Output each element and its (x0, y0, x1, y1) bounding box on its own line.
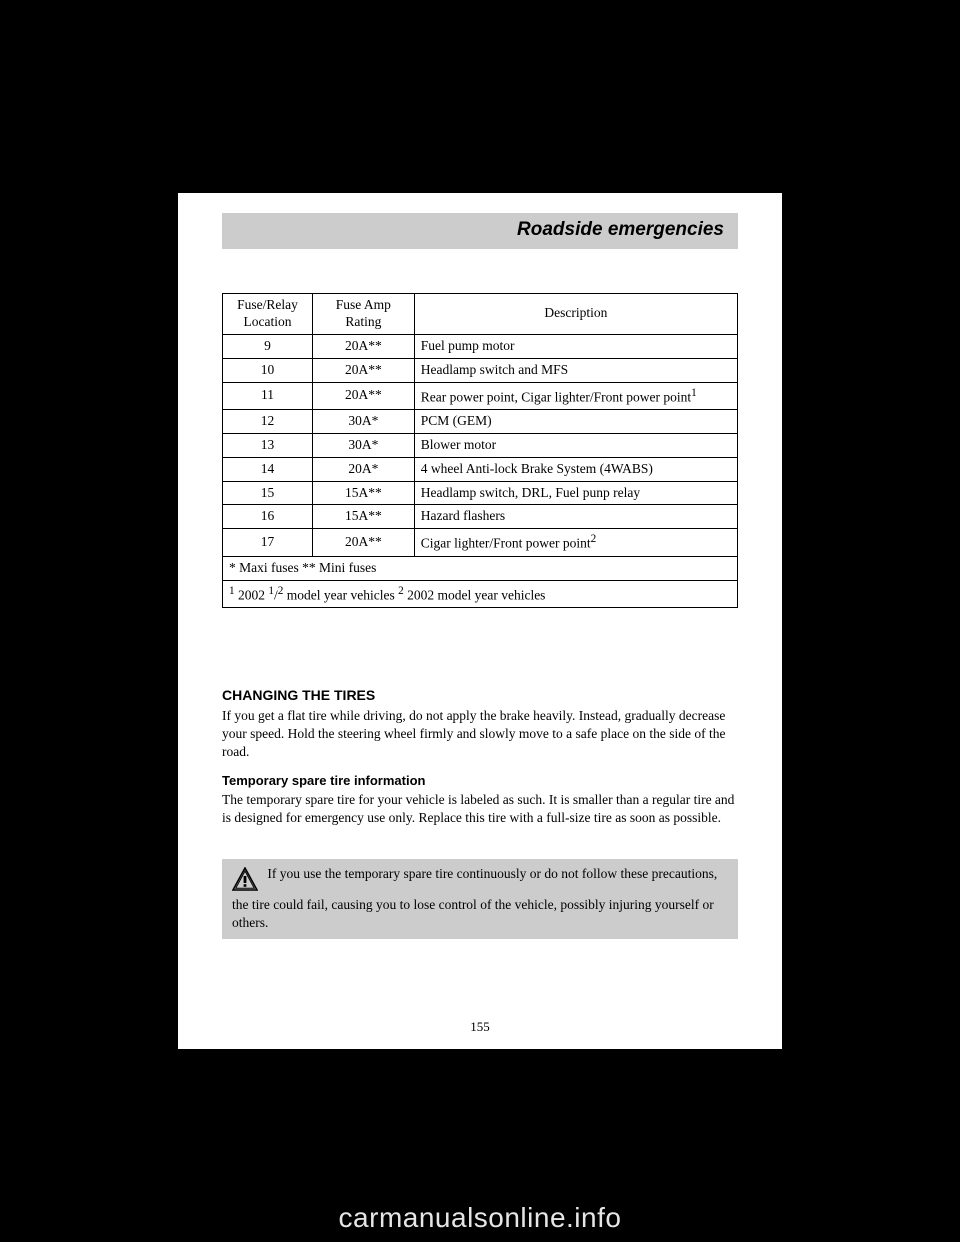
watermark: carmanualsonline.info (339, 1202, 622, 1234)
table-cell: 12 (223, 409, 313, 433)
table-cell: 20A** (312, 529, 414, 556)
table-cell: PCM (GEM) (414, 409, 737, 433)
header-bar: Roadside emergencies (222, 213, 738, 249)
table-cell: Cigar lighter/Front power point2 (414, 529, 737, 556)
table-cell: 20A** (312, 382, 414, 409)
table-cell: 20A** (312, 358, 414, 382)
table-cell: 11 (223, 382, 313, 409)
col-header-location: Fuse/RelayLocation (223, 294, 313, 335)
table-row: 1515A**Headlamp switch, DRL, Fuel punp r… (223, 481, 738, 505)
table-cell: 16 (223, 505, 313, 529)
table-row: 1020A**Headlamp switch and MFS (223, 358, 738, 382)
intro-paragraph: If you get a flat tire while driving, do… (222, 707, 738, 762)
table-row: 1230A*PCM (GEM) (223, 409, 738, 433)
table-cell: Blower motor (414, 433, 737, 457)
table-row: 1330A*Blower motor (223, 433, 738, 457)
table-row: 1615A**Hazard flashers (223, 505, 738, 529)
warning-text: If you use the temporary spare tire cont… (232, 866, 717, 930)
table-cell: 17 (223, 529, 313, 556)
table-cell: 14 (223, 457, 313, 481)
table-footnote-row: 1 2002 1/2 model year vehicles 2 2002 mo… (223, 580, 738, 607)
table-footnote: 1 2002 1/2 model year vehicles 2 2002 mo… (223, 580, 738, 607)
table-footnote-row: * Maxi fuses ** Mini fuses (223, 556, 738, 580)
table-cell: 4 wheel Anti-lock Brake System (4WABS) (414, 457, 737, 481)
table-cell: 30A* (312, 433, 414, 457)
table-header-row: Fuse/RelayLocation Fuse AmpRating Descri… (223, 294, 738, 335)
table-cell: 20A* (312, 457, 414, 481)
table-cell: 20A** (312, 334, 414, 358)
warning-icon (232, 867, 258, 896)
page-title: Roadside emergencies (517, 219, 724, 241)
warning-box: If you use the temporary spare tire cont… (222, 859, 738, 939)
page-number: 155 (470, 1019, 490, 1035)
table-row: 1120A**Rear power point, Cigar lighter/F… (223, 382, 738, 409)
col-header-rating: Fuse AmpRating (312, 294, 414, 335)
table-cell: 30A* (312, 409, 414, 433)
table-row: 1420A*4 wheel Anti-lock Brake System (4W… (223, 457, 738, 481)
table-cell: 15 (223, 481, 313, 505)
table-cell: 13 (223, 433, 313, 457)
page: Roadside emergencies Fuse/RelayLocation … (178, 193, 782, 1049)
table-cell: Rear power point, Cigar lighter/Front po… (414, 382, 737, 409)
table-cell: 15A** (312, 505, 414, 529)
section-heading: CHANGING THE TIRES (222, 687, 375, 703)
table-cell: 10 (223, 358, 313, 382)
body-paragraph: The temporary spare tire for your vehicl… (222, 791, 738, 827)
table-cell: Fuel pump motor (414, 334, 737, 358)
sub-heading: Temporary spare tire information (222, 773, 425, 788)
table-cell: Headlamp switch, DRL, Fuel punp relay (414, 481, 737, 505)
table-cell: Headlamp switch and MFS (414, 358, 737, 382)
table-cell: 9 (223, 334, 313, 358)
table-footnote: * Maxi fuses ** Mini fuses (223, 556, 738, 580)
table-row: 1720A**Cigar lighter/Front power point2 (223, 529, 738, 556)
table-row: 920A**Fuel pump motor (223, 334, 738, 358)
col-header-desc: Description (414, 294, 737, 335)
fuse-table: Fuse/RelayLocation Fuse AmpRating Descri… (222, 293, 738, 608)
table-cell: 15A** (312, 481, 414, 505)
table-cell: Hazard flashers (414, 505, 737, 529)
